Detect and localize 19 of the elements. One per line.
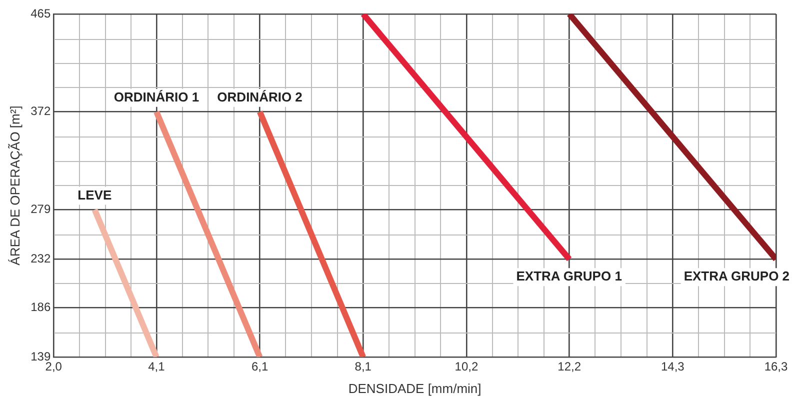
x-tick-label: 14,3 [660, 360, 685, 374]
series-label: LEVE [78, 187, 112, 202]
y-tick-label: 465 [30, 6, 51, 20]
x-tick-label: 8,1 [354, 360, 372, 374]
y-tick-label: 186 [30, 300, 51, 314]
series-label: EXTRA GRUPO 2 [684, 268, 790, 284]
y-tick-label: 372 [30, 104, 51, 118]
series-label: ORDINÁRIO 1 [114, 89, 200, 104]
x-tick-label: 6,1 [251, 360, 268, 374]
x-tick-label: 12,2 [558, 360, 582, 374]
x-tick-label: 10,2 [454, 360, 478, 374]
y-tick-label: 232 [30, 251, 51, 266]
y-tick-label: 279 [30, 202, 51, 216]
series-label: EXTRA GRUPO 1 [516, 268, 622, 284]
y-axis-title: ÁREA DE OPERAÇÃO [m²] [7, 106, 22, 266]
x-tick-label: 16,3 [764, 360, 788, 374]
x-tick-label: 4,1 [148, 360, 166, 374]
x-axis-title: DENSIDADE [mm/min] [348, 380, 482, 396]
series-label: ORDINÁRIO 2 [217, 89, 302, 104]
